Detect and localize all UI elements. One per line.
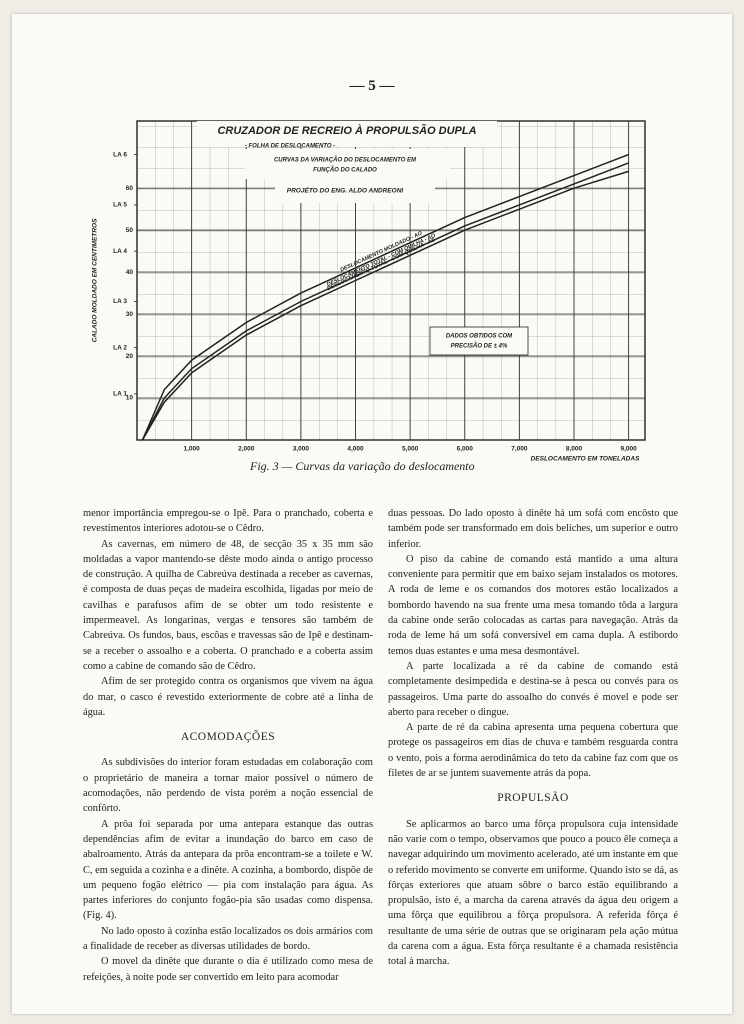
chart-note: PRECISÃO DE ± 4% [451, 343, 508, 350]
x-tick-label: 3,000 [293, 446, 310, 453]
right-column: duas pessoas. Do lado oposto à dinête há… [388, 506, 678, 970]
paragraph: No lado oposto à cozinha estão localizad… [83, 925, 373, 953]
section-heading: ACOMODAÇÕES [180, 731, 276, 744]
y2-tick-label: LA 6 [113, 151, 127, 158]
paragraph: menor importância empregou-se o Ipê. Par… [83, 508, 373, 535]
y-tick-label: 30 [126, 311, 134, 318]
chart-subtitle: - FOLHA DE DESLOCAMENTO - [245, 144, 335, 150]
y2-tick-label: LA 3 [113, 298, 127, 305]
section-heading: PROPULSÃO [497, 792, 569, 805]
y-tick-label: 60 [126, 185, 134, 192]
paragraph: O piso da cabine de comando está mantido… [388, 553, 678, 657]
chart: 1,000 2,000 3,000 4,000 5,000 6,000 7,000 8,000… [92, 120, 646, 463]
y-tick-label: 10 [126, 395, 134, 402]
chart-author: PROJÉTO DO ENG. ALDO ANDREONI [287, 186, 404, 195]
figure-caption: Fig. 3 — Curvas da variação do deslocame… [250, 459, 475, 473]
y2-tick-label: LA 2 [113, 344, 127, 351]
note-box [429, 326, 529, 356]
chart-note: DADOS OBTIDOS COM [446, 334, 513, 340]
x-tick-label: 8,000 [566, 446, 583, 453]
paragraph: As cavernas, em número de 48, de secção … [83, 538, 373, 672]
x-tick-label: 7,000 [511, 446, 528, 453]
x-axis-label: DESLOCAMENTO EM TONELADAS [531, 456, 640, 463]
left-column: menor importância empregou-se o Ipê. Par… [83, 506, 373, 985]
paragraph: A parte de ré da cabina apresenta uma pe… [388, 722, 678, 780]
x-tick-label: 9,000 [620, 446, 637, 453]
annotation-background [245, 149, 450, 179]
x-tick-label: 4,000 [347, 446, 364, 453]
x-tick-label: 6,000 [457, 446, 474, 453]
chart-description: CURVAS DA VARIAÇÃO DO DESLOCAMENTO EM [274, 157, 417, 164]
paragraph: A parte localizada a ré da cabine de com… [388, 660, 678, 718]
annotation-background [197, 121, 497, 147]
paragraph: Afim de ser protegido contra os organism… [83, 676, 373, 718]
data-line [141, 170, 629, 441]
chart-description: FUNÇÃO DO CALADO [313, 167, 377, 174]
data-line [141, 153, 629, 441]
paragraph: As subdivisões do interior foram estudad… [83, 757, 373, 815]
paragraph: O movel da dinête que durante o dia é ut… [83, 956, 373, 983]
x-tick-label: 5,000 [402, 446, 419, 453]
data-line [141, 162, 629, 441]
y-tick-label: 40 [126, 269, 134, 276]
page-number: — 5 — [349, 78, 395, 94]
chart-title: CRUZADOR DE RECREIO À PROPULSÃO DUPLA [217, 124, 476, 137]
y2-tick-label: LA 5 [113, 202, 127, 209]
paragraph: Se aplicarmos ao barco uma fôrça propuls… [388, 818, 678, 968]
x-tick-label: 2,000 [238, 446, 255, 453]
paragraph: duas pessoas. Do lado oposto à dinête há… [388, 508, 678, 550]
y-tick-label: 50 [126, 227, 134, 234]
y2-tick-label: LA 4 [113, 248, 127, 255]
y-axis-label: CALADO MOLDADO EM CENTIMETROS [92, 218, 99, 343]
annotation-background [275, 179, 435, 203]
y-tick-label: 20 [126, 353, 134, 360]
paragraph: A prôa foi separada por uma antepara est… [83, 818, 373, 922]
x-tick-label: 1,000 [183, 446, 200, 453]
y2-tick-label: LA 1 [113, 391, 127, 398]
